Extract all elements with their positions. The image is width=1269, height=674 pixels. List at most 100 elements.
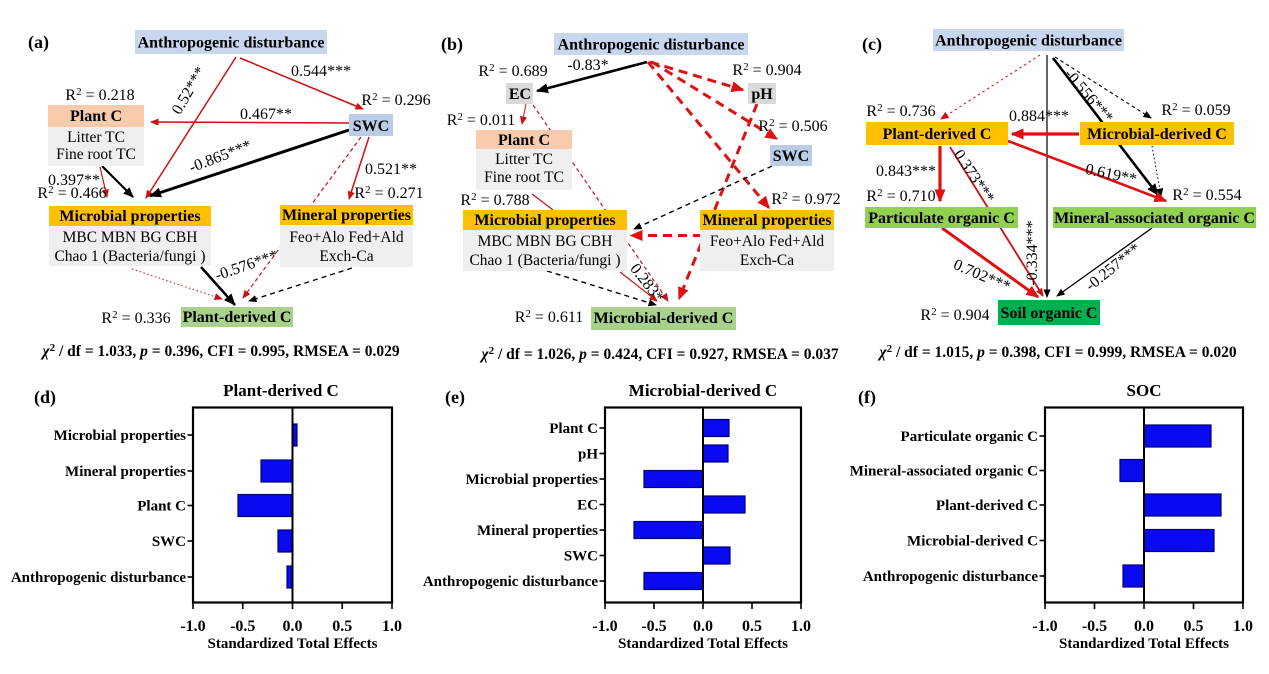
svg-text:Mineral-associated organic C: Mineral-associated organic C <box>850 464 1038 480</box>
svg-text:Anthropogenic disturbance: Anthropogenic disturbance <box>863 569 1039 585</box>
svg-text:Litter TC: Litter TC <box>495 151 553 168</box>
svg-text:SWC: SWC <box>353 118 389 135</box>
svg-text:-0.334***: -0.334*** <box>1024 220 1041 285</box>
svg-text:Soil organic C: Soil organic C <box>1001 305 1098 322</box>
svg-text:0.5: 0.5 <box>742 618 762 635</box>
svg-text:0.0: 0.0 <box>283 618 303 635</box>
svg-text:(b): (b) <box>441 34 463 55</box>
svg-text:R2 = 0.466: R2 = 0.466 <box>37 184 106 202</box>
svg-text:Microbial properties: Microbial properties <box>466 472 599 488</box>
svg-text:R2 = 0.554: R2 = 0.554 <box>1172 186 1241 204</box>
svg-text:Anthropogenic disturbance: Anthropogenic disturbance <box>558 37 745 54</box>
svg-text:R2 = 0.336: R2 = 0.336 <box>101 309 170 327</box>
svg-text:Mineral properties: Mineral properties <box>702 212 831 229</box>
svg-text:MBC MBN BG CBH: MBC MBN BG CBH <box>63 229 198 246</box>
svg-text:SWC: SWC <box>564 549 598 565</box>
svg-text:R2 = 0.011: R2 = 0.011 <box>447 111 516 129</box>
svg-text:R2 = 0.788: R2 = 0.788 <box>460 191 529 209</box>
svg-text:Standardized Total Effects: Standardized Total Effects <box>207 636 377 652</box>
svg-text:Plant-derived C: Plant-derived C <box>183 309 292 326</box>
svg-text:(f): (f) <box>858 387 876 408</box>
svg-text:R2 = 0.506: R2 = 0.506 <box>758 117 827 135</box>
svg-text:pH: pH <box>578 447 598 463</box>
svg-text:Fine root TC: Fine root TC <box>56 146 136 163</box>
svg-text:0.843***: 0.843*** <box>876 163 936 180</box>
svg-text:pH: pH <box>751 86 773 103</box>
svg-text:Exch-Ca: Exch-Ca <box>319 248 373 265</box>
svg-text:Microbial-derived C: Microbial-derived C <box>629 381 777 400</box>
svg-text:(d): (d) <box>34 387 56 408</box>
svg-text:-0.5: -0.5 <box>641 618 666 635</box>
svg-text:Plant C: Plant C <box>549 421 598 437</box>
svg-text:Particulate organic C: Particulate organic C <box>868 210 1015 227</box>
svg-text:-0.83*: -0.83* <box>567 57 608 74</box>
svg-text:0.397**: 0.397** <box>48 172 100 189</box>
svg-text:0.467**: 0.467** <box>240 106 292 123</box>
svg-text:0.884***: 0.884*** <box>1009 108 1069 125</box>
svg-text:Plant-derived C: Plant-derived C <box>883 126 992 143</box>
svg-text:Anthropogenic disturbance: Anthropogenic disturbance <box>138 35 325 52</box>
svg-text:Feo+Alo Fed+Ald: Feo+Alo Fed+Ald <box>289 229 404 246</box>
svg-text:SWC: SWC <box>773 148 809 165</box>
svg-text:R2 = 0.904: R2 = 0.904 <box>732 61 801 79</box>
svg-text:Plant C: Plant C <box>498 132 550 149</box>
svg-text:Chao 1 (Bacteria/fungi ): Chao 1 (Bacteria/fungi ) <box>54 248 205 265</box>
svg-text:0.521**: 0.521** <box>365 161 417 178</box>
svg-text:Microbial properties: Microbial properties <box>474 212 615 229</box>
svg-text:Microbial-derived C: Microbial-derived C <box>907 534 1038 550</box>
svg-text:Plant C: Plant C <box>137 499 186 515</box>
svg-text:0.5: 0.5 <box>1184 618 1204 635</box>
svg-text:1.0: 1.0 <box>382 618 402 635</box>
svg-text:Plant-derived C: Plant-derived C <box>936 498 1038 514</box>
svg-text:MBC MBN BG CBH: MBC MBN BG CBH <box>478 233 613 250</box>
svg-text:R2 = 0.059: R2 = 0.059 <box>1161 101 1230 119</box>
svg-text:-0.5: -0.5 <box>230 618 255 635</box>
svg-text:(c): (c) <box>862 34 882 55</box>
svg-text:R2 = 0.689: R2 = 0.689 <box>478 62 547 80</box>
svg-text:Chao 1 (Bacteria/fungi ): Chao 1 (Bacteria/fungi ) <box>469 252 620 269</box>
svg-text:Microbial-derived C: Microbial-derived C <box>594 310 734 327</box>
svg-text:0.5: 0.5 <box>332 618 352 635</box>
svg-text:χ2 / df = 1.026, p = 0.424, CF: χ2 / df = 1.026, p = 0.424, CFI = 0.927,… <box>479 345 838 363</box>
svg-text:Feo+Alo Fed+Ald: Feo+Alo Fed+Ald <box>710 233 825 250</box>
svg-text:(e): (e) <box>445 387 465 408</box>
svg-text:SOC: SOC <box>1127 381 1162 400</box>
svg-text:Exch-Ca: Exch-Ca <box>740 252 794 269</box>
svg-text:Mineral-associated organic C: Mineral-associated organic C <box>1054 210 1255 227</box>
svg-text:χ2 / df = 1.033, p = 0.396, CF: χ2 / df = 1.033, p = 0.396, CFI = 0.995,… <box>40 342 399 360</box>
svg-text:EC: EC <box>577 498 598 514</box>
svg-text:-0.5: -0.5 <box>1082 618 1107 635</box>
svg-text:(a): (a) <box>28 32 49 53</box>
svg-text:R2 = 0.710: R2 = 0.710 <box>866 187 935 205</box>
svg-text:Microbial properties: Microbial properties <box>54 428 187 444</box>
svg-text:R2 = 0.271: R2 = 0.271 <box>354 184 423 202</box>
svg-text:R2 = 0.218: R2 = 0.218 <box>65 86 134 104</box>
svg-text:EC: EC <box>509 86 531 103</box>
svg-text:R2 = 0.904: R2 = 0.904 <box>920 306 989 324</box>
svg-text:0.544***: 0.544*** <box>291 63 351 80</box>
svg-text:χ2 / df = 1.015, p = 0.398, CF: χ2 / df = 1.015, p = 0.398, CFI = 0.999,… <box>877 343 1236 361</box>
svg-text:Mineral properties: Mineral properties <box>65 464 186 480</box>
svg-text:R2 = 0.296: R2 = 0.296 <box>361 91 430 109</box>
svg-text:Anthropogenic disturbance: Anthropogenic disturbance <box>935 33 1122 50</box>
svg-text:Fine root TC: Fine root TC <box>484 169 564 186</box>
svg-text:Litter TC: Litter TC <box>67 129 125 146</box>
svg-text:R2 = 0.736: R2 = 0.736 <box>866 102 935 120</box>
svg-text:Microbial properties: Microbial properties <box>59 208 200 225</box>
svg-text:SWC: SWC <box>152 534 186 550</box>
svg-text:Standardized Total Effects: Standardized Total Effects <box>1059 636 1229 652</box>
svg-text:-1.0: -1.0 <box>1032 618 1057 635</box>
svg-text:Mineral properties: Mineral properties <box>477 523 598 539</box>
svg-text:-1.0: -1.0 <box>180 618 205 635</box>
svg-text:Plant-derived C: Plant-derived C <box>223 381 339 400</box>
svg-text:Standardized Total Effects: Standardized Total Effects <box>618 636 788 652</box>
svg-text:Anthropogenic disturbance: Anthropogenic disturbance <box>423 574 599 590</box>
svg-text:1.0: 1.0 <box>1233 618 1253 635</box>
svg-text:Microbial-derived C: Microbial-derived C <box>1087 126 1227 143</box>
svg-text:0.0: 0.0 <box>1134 618 1154 635</box>
svg-text:R2 = 0.972: R2 = 0.972 <box>771 190 840 208</box>
svg-text:Mineral properties: Mineral properties <box>282 207 411 224</box>
svg-text:R2 = 0.611: R2 = 0.611 <box>515 308 584 326</box>
svg-text:1.0: 1.0 <box>791 618 811 635</box>
svg-text:Plant C: Plant C <box>70 108 122 125</box>
